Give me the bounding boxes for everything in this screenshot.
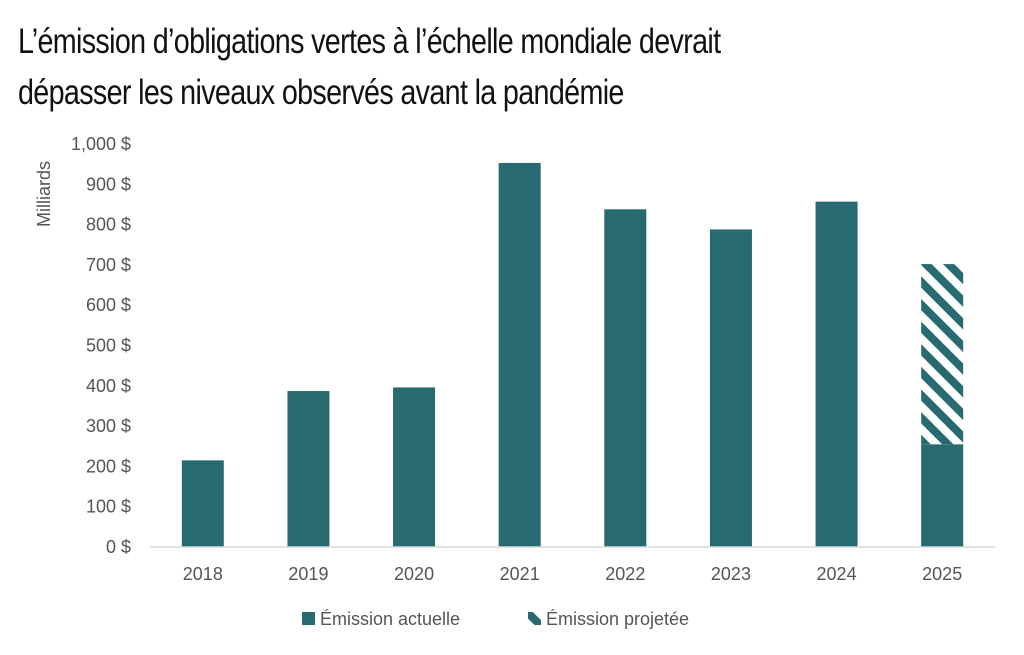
y-tick-label-300: 300 $ [86,416,131,436]
y-tick-label-600: 600 $ [86,295,131,315]
y-tick-label-100: 100 $ [86,497,131,517]
y-tick-label-200: 200 $ [86,456,131,476]
y-tick-label-800: 800 $ [86,215,131,235]
x-tick-label-2021: 2021 [500,564,540,584]
y-tick-label-700: 700 $ [86,255,131,275]
x-tick-label-2022: 2022 [605,564,645,584]
bar-actual-2024 [815,201,858,547]
y-tick-label-400: 400 $ [86,376,131,396]
bar-actual-2018 [181,460,224,547]
y-tick-label-900: 900 $ [86,174,131,194]
x-tick-label-2019: 2019 [288,564,328,584]
y-tick-label-0: 0 $ [106,537,131,557]
y-tick-label-1000: 1,000 $ [71,134,131,154]
chart-title-line-2: dépasser les niveaux observés avant la p… [18,73,624,112]
y-axis-label: Milliards [34,161,54,227]
legend-projected-label: Émission projetée [546,609,689,629]
legend-actual-label: Émission actuelle [320,609,460,629]
bar-actual-2020 [393,387,436,547]
bar-actual-2023 [709,229,752,547]
bar-projected-2025 [921,264,964,445]
bar-actual-2025 [921,444,964,547]
x-tick-label-2025: 2025 [922,564,962,584]
chart-legend: Émission actuelle Émission projetée [302,609,689,629]
y-axis-tick-labels: 0 $ 100 $ 200 $ 300 $ 400 $ 500 $ 600 $ 700 $ 80… [71,134,131,557]
bar-actual-2021 [498,162,541,547]
plot-area [150,162,995,548]
bar-actual-2019 [287,391,330,547]
x-axis-tick-labels: 2018 2019 2020 2021 2022 2023 2024 2025 [183,564,962,584]
legend-projected-swatch [528,612,541,625]
x-tick-label-2024: 2024 [817,564,857,584]
x-tick-label-2018: 2018 [183,564,223,584]
bar-actual-2022 [604,209,647,548]
chart-title-line-1: L’émission d’obligations vertes à l’éche… [18,22,721,61]
x-tick-label-2023: 2023 [711,564,751,584]
x-tick-label-2020: 2020 [394,564,434,584]
legend-actual-swatch [302,612,315,625]
y-tick-label-500: 500 $ [86,336,131,356]
chart-title: L’émission d’obligations vertes à l’éche… [18,16,830,118]
